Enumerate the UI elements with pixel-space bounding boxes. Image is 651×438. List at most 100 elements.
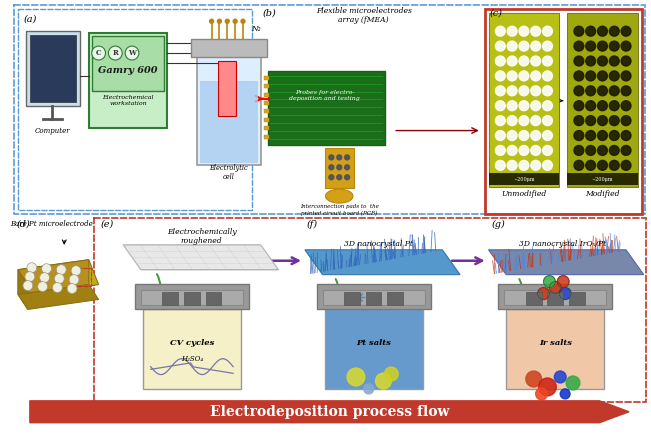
Circle shape	[609, 71, 619, 81]
Bar	[324, 148, 354, 188]
Bar	[488, 13, 559, 187]
Circle shape	[519, 160, 529, 170]
Bar	[264, 118, 268, 122]
FancyArrow shape	[30, 401, 629, 423]
Circle shape	[574, 56, 584, 66]
Bar	[184, 292, 200, 305]
Bar	[89, 33, 167, 127]
Circle shape	[609, 26, 619, 36]
Bar	[526, 292, 542, 305]
Circle shape	[23, 281, 33, 290]
Circle shape	[495, 160, 505, 170]
Bar	[200, 81, 258, 163]
Circle shape	[621, 116, 631, 126]
Polygon shape	[305, 250, 460, 275]
Circle shape	[519, 131, 529, 141]
Circle shape	[25, 272, 35, 282]
Circle shape	[531, 41, 540, 51]
Circle shape	[557, 276, 569, 288]
Polygon shape	[18, 270, 28, 309]
Bar	[488, 173, 559, 185]
Circle shape	[217, 19, 221, 23]
Circle shape	[364, 384, 374, 394]
Text: (f): (f)	[307, 219, 318, 229]
Bar	[30, 35, 76, 102]
Circle shape	[125, 46, 139, 60]
Circle shape	[495, 101, 505, 111]
Bar	[322, 290, 424, 305]
Text: (d): (d)	[16, 219, 30, 229]
Circle shape	[586, 131, 596, 141]
Text: ~200μm: ~200μm	[592, 177, 613, 182]
Circle shape	[586, 56, 596, 66]
Circle shape	[42, 264, 51, 274]
Circle shape	[538, 288, 549, 300]
Circle shape	[385, 367, 398, 381]
Circle shape	[67, 283, 77, 293]
Bar	[264, 76, 268, 80]
Circle shape	[507, 86, 517, 96]
Bar	[92, 36, 165, 91]
Bar	[506, 309, 604, 389]
Circle shape	[233, 19, 237, 23]
Circle shape	[621, 41, 631, 51]
Bar	[268, 71, 385, 145]
Circle shape	[519, 41, 529, 51]
Circle shape	[531, 116, 540, 126]
Circle shape	[531, 26, 540, 36]
Circle shape	[586, 116, 596, 126]
Bar	[26, 31, 80, 106]
Circle shape	[519, 71, 529, 81]
Circle shape	[531, 101, 540, 111]
Circle shape	[609, 56, 619, 66]
Circle shape	[609, 116, 619, 126]
Bar	[264, 93, 268, 97]
Circle shape	[542, 86, 553, 96]
Bar	[567, 13, 638, 187]
Bar	[344, 292, 360, 305]
Circle shape	[561, 389, 570, 399]
Circle shape	[329, 175, 334, 180]
Ellipse shape	[326, 189, 353, 203]
Circle shape	[337, 165, 342, 170]
Circle shape	[507, 56, 517, 66]
Circle shape	[542, 56, 553, 66]
Bar	[387, 292, 403, 305]
Text: Probes for electro-
deposition and testing: Probes for electro- deposition and testi…	[289, 90, 360, 101]
Text: (g): (g)	[492, 219, 505, 229]
Circle shape	[542, 116, 553, 126]
Circle shape	[495, 41, 505, 51]
Circle shape	[542, 160, 553, 170]
Text: Modified: Modified	[585, 190, 620, 198]
Circle shape	[53, 283, 62, 293]
Bar	[71, 268, 90, 286]
Text: (e): (e)	[100, 219, 114, 229]
Circle shape	[586, 101, 596, 111]
Bar	[547, 292, 563, 305]
Circle shape	[542, 131, 553, 141]
Text: Electrochemical
workstation: Electrochemical workstation	[102, 95, 154, 106]
Circle shape	[329, 165, 334, 170]
Bar	[499, 283, 613, 309]
Circle shape	[531, 71, 540, 81]
Text: CV cycles: CV cycles	[170, 339, 214, 347]
Circle shape	[542, 145, 553, 155]
Text: ~200μm: ~200μm	[513, 177, 534, 182]
Bar	[191, 39, 266, 57]
Circle shape	[574, 86, 584, 96]
Circle shape	[38, 282, 48, 292]
Bar	[135, 283, 249, 309]
Circle shape	[531, 86, 540, 96]
Bar	[206, 292, 221, 305]
Polygon shape	[488, 250, 644, 275]
Text: R: R	[113, 49, 118, 57]
Circle shape	[555, 371, 566, 383]
Circle shape	[526, 371, 542, 387]
Bar	[366, 292, 381, 305]
Circle shape	[225, 19, 229, 23]
Circle shape	[347, 368, 365, 386]
Bar	[197, 51, 260, 165]
Circle shape	[598, 71, 607, 81]
Circle shape	[598, 101, 607, 111]
Text: H₂SO₄: H₂SO₄	[181, 355, 203, 363]
